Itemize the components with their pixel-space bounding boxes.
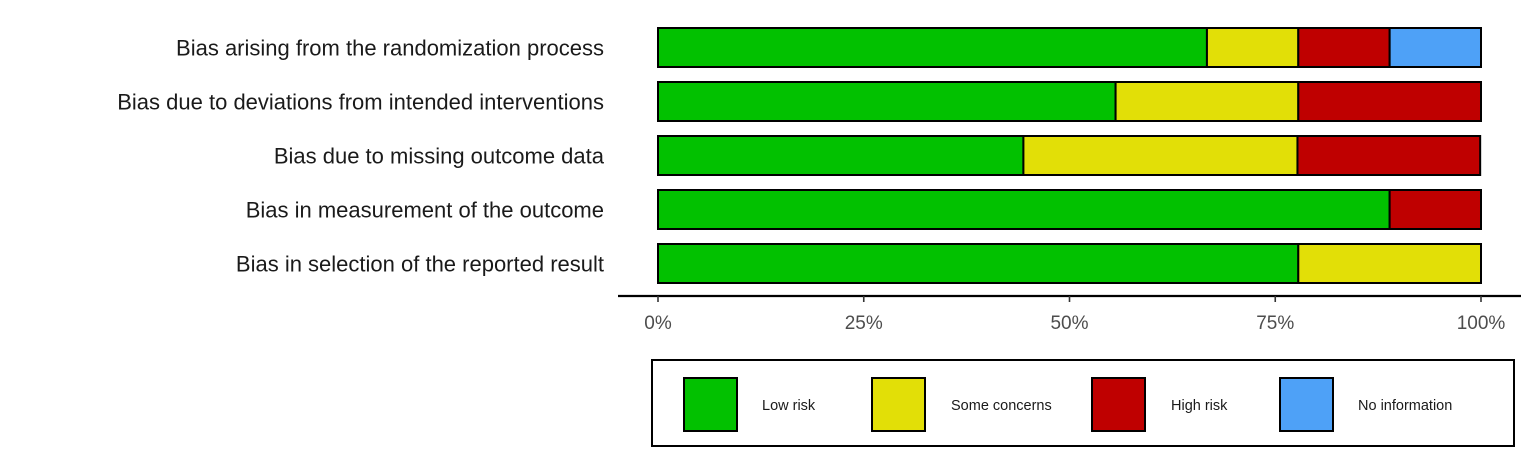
legend-swatch-high-risk [1091, 377, 1146, 432]
category-label: Bias in selection of the reported result [236, 252, 604, 277]
category-label: Bias due to deviations from intended int… [117, 90, 604, 115]
legend: Low risk Some concerns High risk No informa… [651, 359, 1515, 447]
x-tick-label: 75% [1256, 313, 1294, 334]
bar-segment-3-high-risk [1296, 135, 1482, 176]
legend-label-high-risk: High risk [1171, 398, 1228, 414]
x-tick-label: 50% [1050, 313, 1088, 334]
bar-segment-1-low-risk [657, 27, 1208, 68]
bar-segment-3-low-risk [657, 135, 1025, 176]
bar-segment-4-high-risk [1388, 189, 1482, 230]
bar-segment-3-some-concerns [1022, 135, 1299, 176]
legend-label-no-information: No information [1358, 398, 1452, 414]
legend-swatch-some-concerns [871, 377, 926, 432]
bar-segment-1-no-information [1388, 27, 1482, 68]
bar-segment-2-some-concerns [1114, 81, 1300, 122]
bars-layer [657, 27, 1482, 284]
bar-segment-5-low-risk [657, 243, 1300, 284]
category-label: Bias arising from the randomization proc… [176, 36, 604, 61]
x-tick-label: 0% [644, 313, 672, 334]
category-labels: Bias arising from the randomization proc… [117, 36, 605, 277]
legend-swatch-low-risk [683, 377, 738, 432]
bar-segment-2-low-risk [657, 81, 1117, 122]
legend-box [651, 359, 1515, 447]
x-tick-label: 100% [1457, 313, 1506, 334]
x-tick-label: 25% [845, 313, 883, 334]
bar-segment-4-low-risk [657, 189, 1391, 230]
category-label: Bias due to missing outcome data [274, 144, 605, 169]
legend-swatch-no-information [1279, 377, 1334, 432]
category-label: Bias in measurement of the outcome [246, 198, 604, 223]
legend-label-some-concerns: Some concerns [951, 398, 1052, 414]
x-axis: 0% 25% 50% 75% 100% [618, 294, 1521, 334]
bar-segment-1-high-risk [1297, 27, 1391, 68]
bar-segment-5-some-concerns [1297, 243, 1482, 284]
bar-segment-2-high-risk [1297, 81, 1482, 122]
legend-label-low-risk: Low risk [762, 398, 816, 414]
bar-segment-1-some-concerns [1205, 27, 1300, 68]
